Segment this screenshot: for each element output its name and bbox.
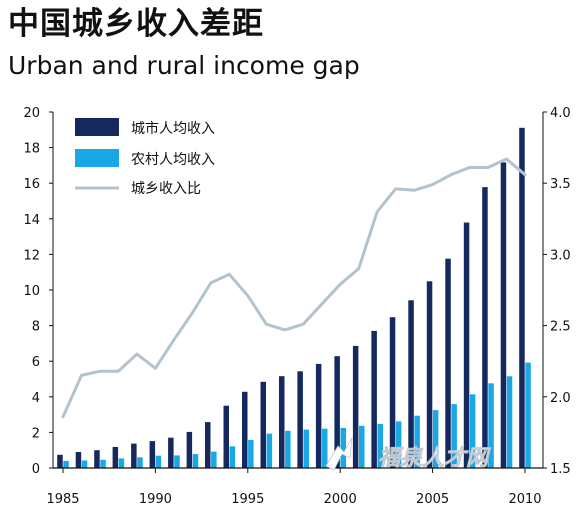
x-tick-label: 2005 xyxy=(416,492,449,507)
bar-urban-1993 xyxy=(205,422,211,468)
y-left-tick-label: 6 xyxy=(32,355,40,370)
x-tick-label: 2010 xyxy=(508,492,541,507)
bar-rural-1992 xyxy=(192,454,199,468)
bar-rural-1987 xyxy=(100,459,106,468)
bar-rural-2009 xyxy=(506,376,513,468)
series-line-ratio xyxy=(61,157,527,419)
bar-urban-1998 xyxy=(297,371,303,468)
bar-urban-2010 xyxy=(519,127,525,469)
watermark: 福泉人才网 xyxy=(325,437,491,471)
bar-rural-2003 xyxy=(395,421,402,468)
bar-rural-1990 xyxy=(155,455,162,468)
bar-urban-1986 xyxy=(75,452,82,468)
y-left-tick-label: 16 xyxy=(23,177,40,192)
bar-rural-2002 xyxy=(377,423,383,468)
bar-urban-1997 xyxy=(279,376,285,468)
bar-rural-1994 xyxy=(229,446,236,468)
bar-urban-2003 xyxy=(389,317,396,468)
bar-urban-1992 xyxy=(186,431,193,468)
y-left-tick-label: 2 xyxy=(32,426,40,441)
logo-icon xyxy=(325,437,353,471)
bar-urban-2005 xyxy=(426,281,433,468)
legend-label: 城市人均收入 xyxy=(131,120,215,137)
y-left-tick-label: 12 xyxy=(23,248,40,263)
bar-urban-2008 xyxy=(482,187,488,468)
bar-rural-1985 xyxy=(63,460,69,468)
legend-label: 城乡收入比 xyxy=(131,181,201,197)
legend-label: 农村人均收入 xyxy=(131,152,215,168)
y-left-tick-label: 18 xyxy=(23,142,40,157)
bar-rural-1999 xyxy=(322,428,328,468)
bar-urban-2004 xyxy=(408,300,414,468)
bar-urban-1988 xyxy=(112,447,119,468)
bar-rural-2010 xyxy=(525,362,531,468)
bar-rural-1998 xyxy=(303,429,309,468)
bar-rural-1989 xyxy=(137,457,143,468)
bar-rural-1986 xyxy=(81,460,88,468)
y-left-tick-label: 8 xyxy=(32,320,40,335)
x-tick-label: 2000 xyxy=(324,492,357,507)
y-right-tick-label: 2.0 xyxy=(550,391,571,406)
axes: 0 2 4 6 8 10 12 14 16 18 20 1.5 2.0 2.5 3.0 3.5 4.0 1985 1… xyxy=(23,106,570,507)
y-left-tick-label: 0 xyxy=(32,462,40,477)
x-tick-label: 1985 xyxy=(46,492,79,507)
y-right-tick-label: 4.0 xyxy=(550,106,571,121)
bar-rural-1988 xyxy=(118,458,125,468)
bar-urban-1995 xyxy=(242,391,248,468)
bar-urban-2002 xyxy=(371,330,377,468)
bar-rural-2004 xyxy=(414,415,420,468)
bar-urban-2009 xyxy=(500,162,507,468)
y-right-tick-label: 1.5 xyxy=(550,462,571,477)
bar-urban-1985 xyxy=(57,454,63,468)
bar-rural-1993 xyxy=(211,451,217,468)
bar-urban-1999 xyxy=(315,363,322,468)
bar-rural-1991 xyxy=(174,455,180,468)
chart-title-cn: 中国城乡收入差距 xyxy=(8,6,264,42)
watermark-text: 福泉人才网 xyxy=(378,445,491,471)
y-left-tick-label: 4 xyxy=(32,391,40,406)
bar-urban-1991 xyxy=(168,437,174,468)
bar-urban-1994 xyxy=(223,405,229,468)
x-tick-label: 1990 xyxy=(139,492,172,507)
bar-urban-2007 xyxy=(463,222,470,468)
bar-urban-1990 xyxy=(149,441,156,468)
y-right-tick-label: 2.5 xyxy=(550,320,571,335)
y-right-tick-label: 3.0 xyxy=(550,248,571,263)
bar-urban-2006 xyxy=(445,258,451,468)
bar-rural-1996 xyxy=(266,433,273,468)
bar-urban-1987 xyxy=(94,450,100,468)
bar-rural-2000 xyxy=(340,427,346,468)
bar-rural-2008 xyxy=(488,383,494,468)
bar-rural-1997 xyxy=(285,430,291,468)
bar-rural-2006 xyxy=(451,404,457,468)
bar-rural-2005 xyxy=(432,410,439,468)
bar-urban-2000 xyxy=(334,356,340,468)
bar-urban-1989 xyxy=(131,443,137,468)
y-right-tick-label: 3.5 xyxy=(550,177,571,192)
bar-urban-1996 xyxy=(260,381,266,468)
bar-rural-2001 xyxy=(359,425,365,468)
bar-rural-2007 xyxy=(469,394,476,468)
y-left-tick-label: 14 xyxy=(23,213,40,228)
legend-swatch-urban xyxy=(75,118,119,136)
chart-title-en: Urban and rural income gap xyxy=(8,51,360,80)
bar-rural-1995 xyxy=(248,439,254,468)
x-tick-label: 1995 xyxy=(231,492,264,507)
bar-urban-2001 xyxy=(352,345,359,468)
y-left-tick-label: 20 xyxy=(23,106,40,121)
legend-swatch-rural xyxy=(75,149,119,167)
y-left-tick-label: 10 xyxy=(23,284,40,299)
plot-area xyxy=(57,127,531,469)
